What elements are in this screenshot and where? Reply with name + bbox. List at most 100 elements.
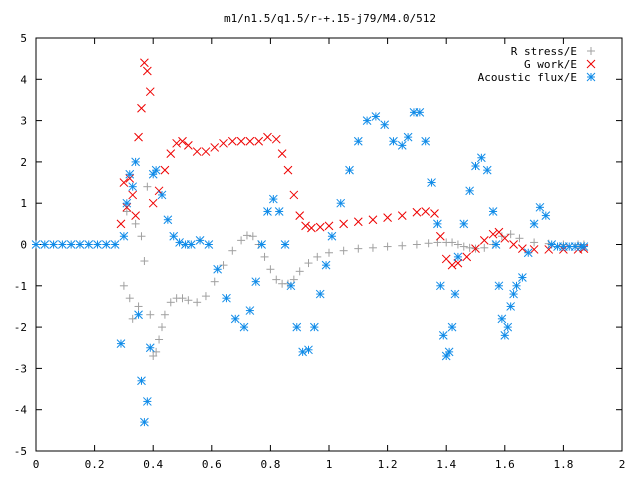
data-point	[541, 211, 551, 220]
x-tick-label: 0.4	[143, 458, 163, 471]
data-point	[242, 231, 251, 240]
data-point	[134, 302, 143, 311]
data-point	[398, 241, 407, 250]
data-point	[397, 211, 407, 220]
data-point	[500, 233, 510, 243]
data-point	[368, 243, 377, 252]
data-point	[427, 178, 436, 187]
data-point	[430, 209, 439, 218]
data-point	[260, 252, 269, 261]
y-tick-label: 0	[20, 239, 27, 252]
data-point	[172, 138, 181, 148]
data-point	[503, 322, 513, 332]
data-point	[380, 120, 390, 130]
data-point	[465, 186, 474, 196]
data-point	[93, 240, 102, 249]
data-point	[403, 132, 413, 142]
legend-label: G work/E	[524, 58, 577, 71]
data-point	[122, 207, 131, 216]
data-point	[313, 252, 322, 261]
data-point	[201, 292, 210, 301]
data-point	[58, 240, 67, 249]
data-point	[151, 165, 161, 175]
data-point	[494, 281, 504, 291]
x-tick-label: 1	[326, 458, 333, 471]
data-point	[257, 240, 266, 249]
data-point	[49, 240, 58, 249]
data-point	[309, 322, 319, 332]
data-point	[119, 231, 129, 241]
data-point	[157, 323, 166, 332]
data-point	[192, 147, 202, 156]
data-point	[263, 207, 272, 216]
data-point	[292, 322, 302, 332]
data-point	[178, 294, 187, 303]
data-point	[178, 136, 187, 146]
data-point	[145, 343, 155, 353]
data-point	[125, 169, 135, 179]
series-2	[116, 58, 589, 270]
data-point	[530, 238, 539, 247]
x-tick-label: 1.8	[553, 458, 573, 471]
x-tick-label: 0.6	[202, 458, 222, 471]
data-point	[230, 314, 240, 324]
data-point	[146, 310, 155, 319]
data-point	[157, 190, 167, 200]
data-point	[137, 103, 146, 113]
data-point	[272, 275, 281, 284]
data-point	[75, 240, 85, 249]
data-point	[298, 347, 307, 357]
data-point	[137, 232, 146, 241]
data-point	[415, 107, 425, 117]
data-point	[371, 112, 381, 121]
data-point	[397, 141, 407, 150]
data-point	[254, 136, 264, 146]
data-point	[166, 149, 176, 158]
data-point	[518, 273, 527, 282]
y-tick-label: -2	[14, 321, 27, 334]
chart-title: m1/n1.5/q1.5/r-+.15-j79/M4.0/512	[224, 12, 436, 25]
data-point	[201, 147, 211, 156]
data-point	[497, 232, 506, 241]
data-marks	[31, 58, 589, 427]
data-point	[383, 213, 392, 223]
data-point	[479, 236, 489, 245]
data-point	[210, 143, 220, 152]
data-point	[237, 236, 246, 245]
data-point	[149, 352, 158, 361]
x-tick-label: 0.2	[85, 458, 105, 471]
data-point	[143, 182, 152, 191]
data-point	[339, 219, 349, 229]
data-point	[131, 219, 140, 228]
data-point	[465, 243, 474, 252]
x-tick-label: 1.2	[378, 458, 398, 471]
axes: 0 0.2 0.4 0.6 0.8 1 1.2 1.4 1.6 1.8 2 -5 -4 -3 -2 -1 0 1 2…	[14, 32, 626, 471]
data-point	[110, 240, 120, 249]
data-point	[383, 242, 392, 251]
data-point	[450, 289, 460, 299]
data-point	[389, 136, 398, 146]
data-point	[137, 376, 146, 386]
x-tick-label: 0	[33, 458, 40, 471]
data-point	[515, 234, 524, 243]
data-point	[128, 190, 138, 200]
data-point	[471, 244, 480, 253]
x-tick-label: 2	[619, 458, 626, 471]
data-point	[148, 198, 158, 208]
data-point	[307, 223, 316, 233]
data-point	[210, 277, 219, 286]
data-point	[166, 298, 175, 307]
data-point	[213, 264, 223, 274]
data-point	[222, 293, 231, 303]
data-point	[140, 257, 149, 266]
data-point	[324, 221, 334, 231]
data-point	[227, 136, 237, 146]
y-tick-label: 1	[20, 197, 27, 210]
y-tick-label: 4	[20, 73, 27, 86]
data-point	[512, 281, 521, 291]
y-tick-label: -5	[14, 445, 27, 458]
data-point	[219, 261, 228, 270]
data-point	[122, 198, 132, 208]
